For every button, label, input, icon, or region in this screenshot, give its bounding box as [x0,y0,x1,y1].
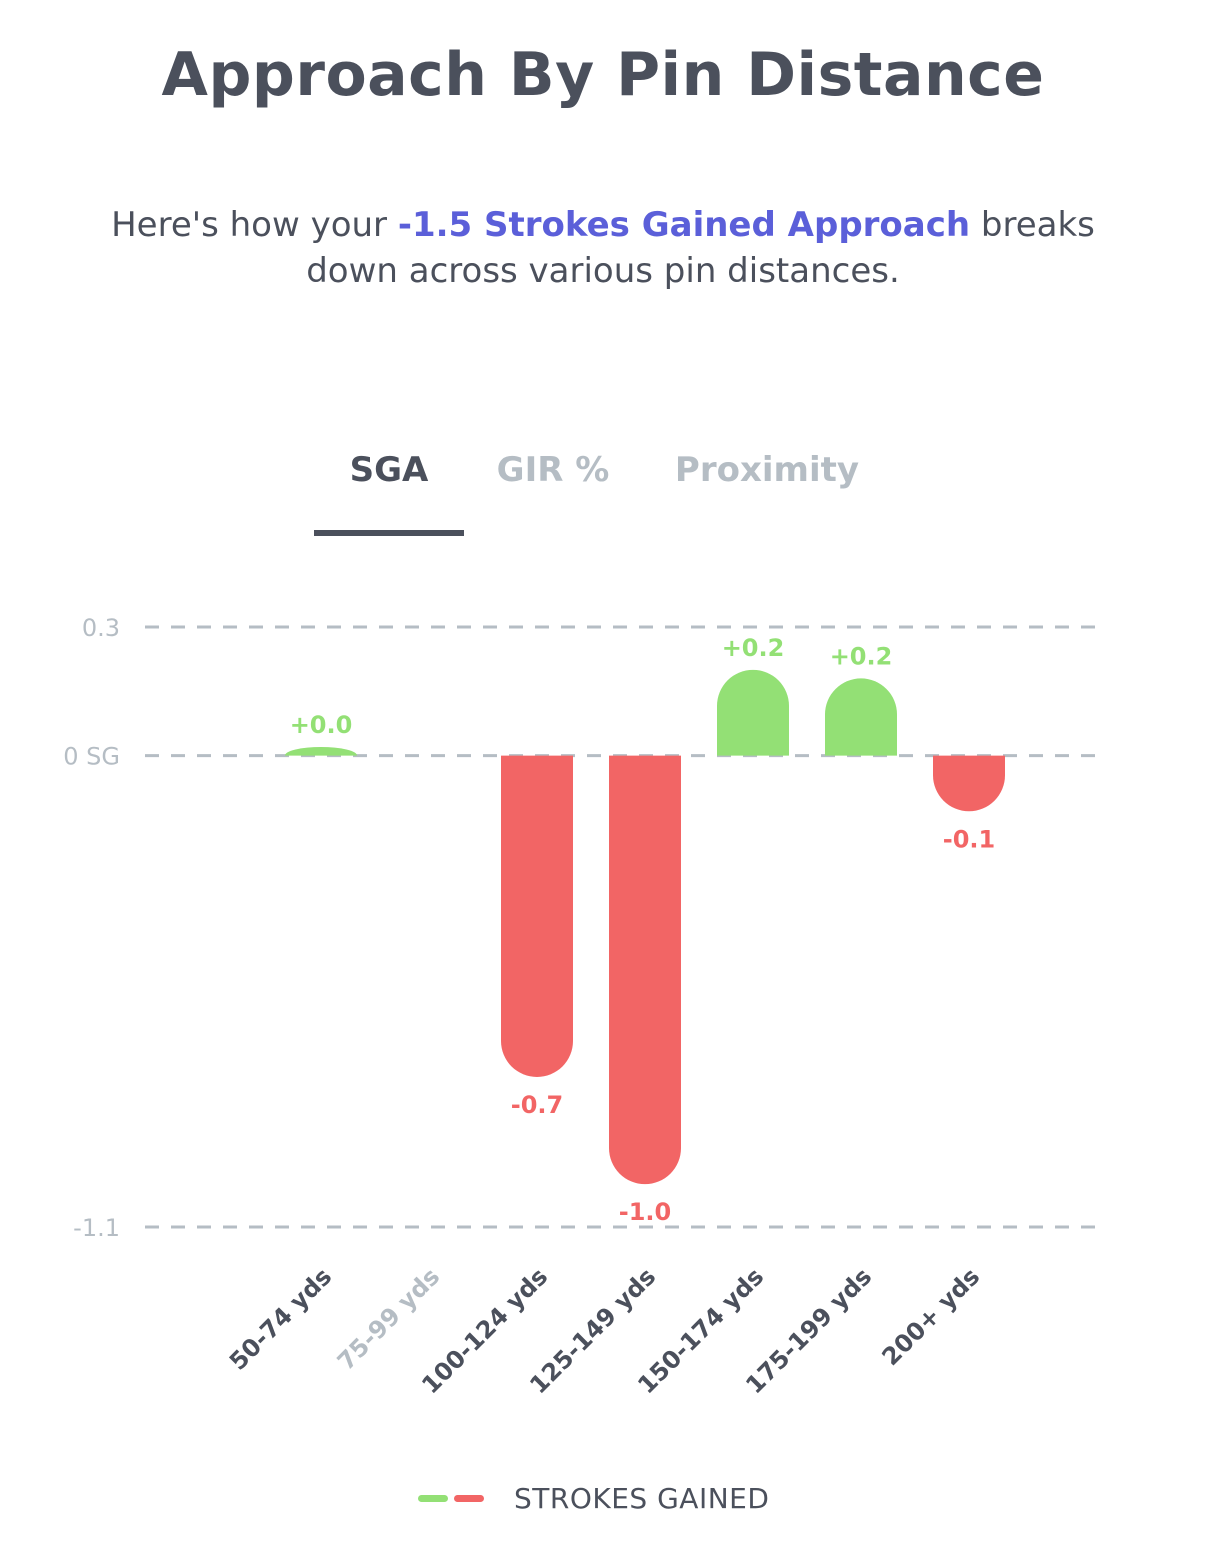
bar [825,678,897,756]
legend: STROKES GAINED [418,1478,769,1518]
bar-value-label: +0.0 [290,711,353,739]
legend-label: STROKES GAINED [514,1481,770,1515]
bar-value-label: -0.1 [943,825,995,853]
bar [285,747,357,756]
bar [609,755,681,1185]
active-tab-indicator [314,530,464,536]
page-title: Approach By Pin Distance [161,40,1045,110]
tab-sga[interactable]: SGA [349,450,429,490]
x-tick-label: 200+ yds [877,1262,986,1371]
x-tick-label: 75-99 yds [332,1262,445,1375]
subtitle-prefix: Here's how your [111,205,398,245]
bar [717,669,789,756]
subtitle: Here's how your -1.5 Strokes Gained Appr… [90,202,1116,294]
bar-value-label: -0.7 [511,1091,563,1119]
bar-value-label: +0.2 [722,634,785,662]
y-tick-label: -1.1 [73,1214,120,1242]
tab-proximity[interactable]: Proximity [674,450,860,490]
bar-value-label: -1.0 [619,1198,671,1226]
tab-bar: SGA GIR % Proximity [0,440,1206,540]
bar [501,755,573,1077]
bar-value-label: +0.2 [830,642,893,670]
y-tick-label: 0 SG [63,743,120,771]
legend-swatch-negative [454,1494,484,1502]
subtitle-highlight: -1.5 Strokes Gained Approach [397,205,971,245]
subtitle-suffix: breaks down across various pin distances… [306,205,1095,291]
y-tick-label: 0.3 [82,614,120,642]
legend-swatch-positive [418,1494,448,1502]
tab-gir[interactable]: GIR % [496,450,610,490]
legend-swatch [418,1494,484,1502]
x-tick-label: 50-74 yds [224,1262,337,1375]
bar [933,755,1005,812]
